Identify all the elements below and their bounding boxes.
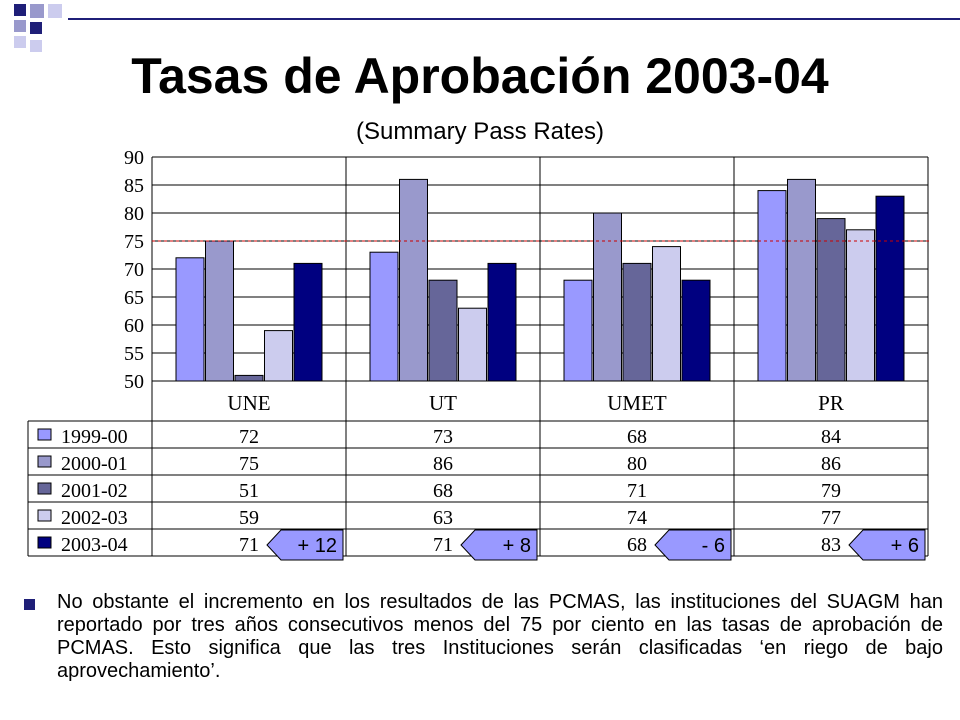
y-tick-label: 50 [124, 371, 144, 393]
y-tick-label: 65 [124, 287, 144, 309]
data-label: 79 [821, 480, 841, 502]
x-category-label: PR [818, 391, 844, 415]
bar [487, 262, 517, 382]
bar [234, 374, 264, 382]
bar [563, 279, 593, 382]
legend-label: 2003-04 [61, 534, 128, 556]
legend-swatch [37, 482, 52, 495]
data-label: 84 [821, 426, 841, 448]
callout-label: - 6 [702, 535, 725, 557]
corner-square [30, 40, 42, 52]
data-label: 71 [239, 534, 259, 556]
data-label: 68 [627, 534, 647, 556]
data-label: 75 [239, 453, 259, 475]
bar [293, 262, 323, 382]
bar [428, 279, 458, 382]
x-category-label: UMET [607, 391, 667, 415]
legend-label: 1999-00 [61, 426, 128, 448]
bar [816, 218, 846, 382]
data-label: 80 [627, 453, 647, 475]
corner-square [30, 22, 42, 34]
page-subtitle: (Summary Pass Rates) [355, 118, 605, 145]
bar [652, 246, 681, 382]
data-label: 74 [627, 507, 647, 529]
bar [175, 257, 205, 382]
data-table: UNE UT UMET PR 1999-00 72 73 68 84 2000-01 75 86 80 8… [27, 380, 929, 557]
legend-label: 2001-02 [61, 480, 128, 502]
y-tick-label: 75 [124, 231, 144, 253]
y-tick-label: 60 [124, 315, 144, 337]
data-label: 77 [821, 507, 841, 529]
data-label: 59 [239, 507, 259, 529]
callout-arrow [654, 529, 732, 561]
callout-label: + 6 [891, 535, 919, 557]
bar [205, 240, 234, 382]
data-label: 63 [433, 507, 453, 529]
bar [399, 178, 428, 382]
y-tick-label: 90 [124, 147, 144, 169]
bar [593, 212, 622, 382]
legend-swatch [37, 455, 52, 468]
page-title: Tasas de Aprobación 2003-04 [131, 48, 829, 104]
bar [369, 251, 399, 382]
callout-arrow [266, 529, 344, 561]
bar [757, 190, 787, 382]
bullet-text: No obstante el incremento en los resulta… [57, 591, 943, 682]
legend-label: 2002-03 [61, 507, 128, 529]
legend-label: 2000-01 [61, 453, 128, 475]
callout-label: + 12 [298, 535, 337, 557]
corner-square [48, 4, 62, 18]
corner-square [30, 4, 44, 18]
plot-area: 50 55 60 65 70 75 80 85 90 [124, 147, 930, 393]
legend-swatch [37, 536, 52, 549]
callout-label: + 8 [503, 535, 531, 557]
bullet-marker-icon [24, 599, 35, 610]
bar [846, 229, 875, 382]
y-tick-label: 70 [124, 259, 144, 281]
legend-swatch [37, 509, 52, 522]
corner-square [14, 36, 26, 48]
y-tick-label: 80 [124, 203, 144, 225]
callout-arrow [460, 529, 538, 561]
bar [622, 262, 652, 382]
corner-square [14, 20, 26, 32]
bar [458, 307, 487, 382]
data-label: 73 [433, 426, 453, 448]
y-tick-label: 85 [124, 175, 144, 197]
callouts: + 12 + 8 - 6 + 6 [266, 529, 926, 561]
bar [787, 178, 816, 382]
legend-swatch [37, 428, 52, 441]
callout-arrow [848, 529, 926, 561]
header-bar [68, 18, 960, 20]
data-label: 71 [433, 534, 453, 556]
bar [264, 330, 293, 382]
data-label: 86 [433, 453, 453, 475]
data-label: 68 [433, 480, 453, 502]
data-label: 72 [239, 426, 259, 448]
bar [875, 195, 905, 382]
data-label: 86 [821, 453, 841, 475]
y-tick-label: 55 [124, 343, 144, 365]
bar [681, 279, 711, 382]
data-label: 71 [627, 480, 647, 502]
data-label: 68 [627, 426, 647, 448]
data-label: 83 [821, 534, 841, 556]
x-category-label: UNE [227, 391, 270, 415]
x-category-label: UT [429, 391, 457, 415]
data-label: 51 [239, 480, 259, 502]
corner-square [14, 4, 26, 16]
